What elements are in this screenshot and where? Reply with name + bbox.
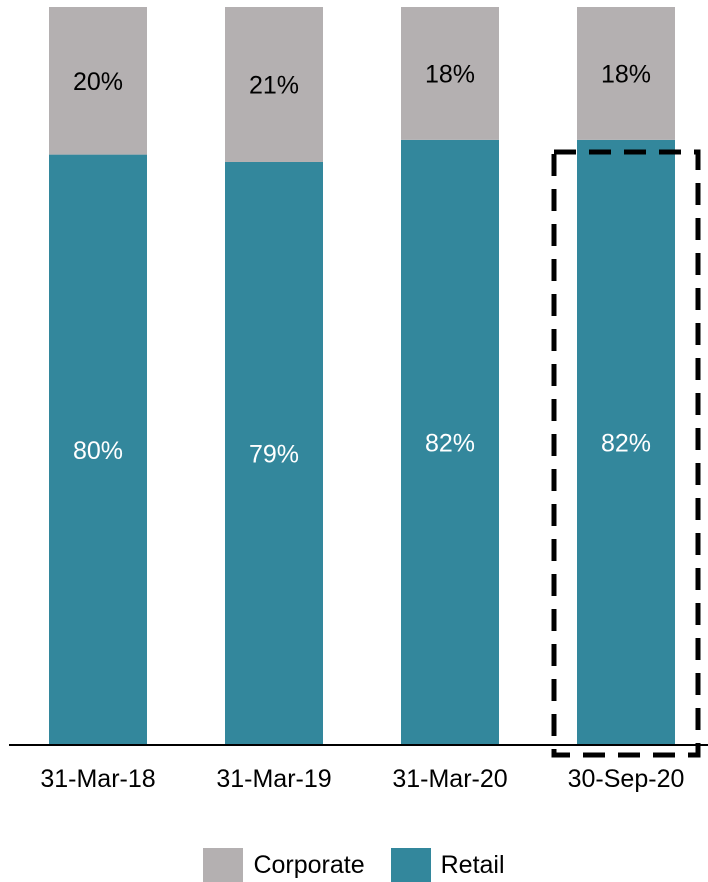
- data-label-retail: 79%: [249, 440, 299, 468]
- highlight-dashed-box: [551, 149, 701, 758]
- legend-swatch-corporate: [203, 848, 244, 882]
- bar-corporate: [49, 7, 147, 155]
- data-label-retail: 82%: [601, 429, 651, 457]
- data-label-corporate: 20%: [73, 68, 123, 96]
- data-label-corporate: 21%: [249, 71, 299, 99]
- legend-item-corporate: Corporate: [203, 848, 365, 882]
- legend-item-retail: Retail: [390, 848, 505, 882]
- x-tick-label: 31-Mar-20: [392, 765, 507, 793]
- bar-retail: [401, 139, 499, 746]
- bar-corporate: [577, 7, 675, 140]
- data-label-corporate: 18%: [601, 60, 651, 88]
- bar-retail: [577, 139, 675, 746]
- data-label-corporate: 18%: [425, 60, 475, 88]
- bar-retail: [225, 161, 323, 746]
- legend: Corporate Retail: [0, 848, 708, 882]
- legend-swatch-retail: [390, 848, 431, 882]
- data-label-retail: 80%: [73, 437, 123, 465]
- stacked-bar-chart: 80% 20% 31-Mar-18 79% 21% 31-Mar-19 82% 18% 31-M…: [9, 7, 708, 793]
- legend-label-retail: Retail: [440, 850, 505, 879]
- x-tick-label: 30-Sep-20: [568, 765, 685, 793]
- bar-corporate: [225, 7, 323, 162]
- bar-corporate: [401, 7, 499, 140]
- bar-retail: [49, 154, 147, 746]
- data-label-retail: 82%: [425, 429, 475, 457]
- x-tick-label: 31-Mar-18: [40, 765, 155, 793]
- legend-label-corporate: Corporate: [253, 850, 365, 879]
- x-tick-label: 31-Mar-19: [216, 765, 331, 793]
